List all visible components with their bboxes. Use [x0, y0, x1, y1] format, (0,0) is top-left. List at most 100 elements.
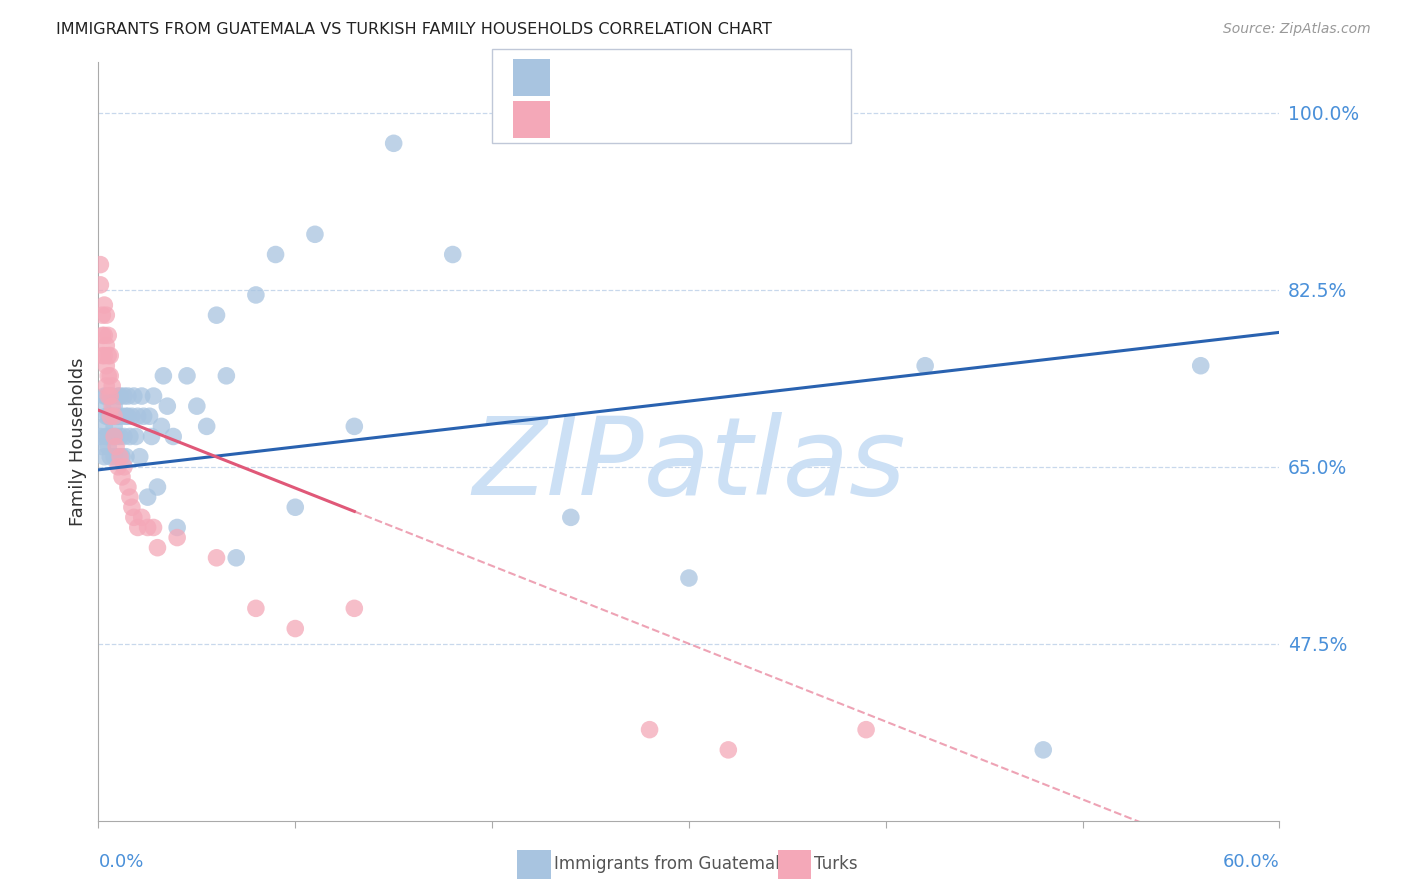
Point: [304, 227, 326, 242]
Point: [96, 389, 118, 403]
Point: [121, 500, 143, 515]
Point: [560, 510, 582, 524]
Point: [245, 601, 267, 615]
Point: [111, 409, 134, 424]
Text: 0.0%: 0.0%: [98, 853, 143, 871]
Text: R = -0.422   N = 46: R = -0.422 N = 46: [561, 111, 738, 128]
Point: [111, 470, 134, 484]
Point: [115, 409, 138, 424]
Point: [118, 490, 141, 504]
Point: [166, 531, 188, 545]
Point: [115, 450, 138, 464]
Text: R =  0.198   N = 72: R = 0.198 N = 72: [561, 69, 737, 87]
Point: [103, 399, 125, 413]
Point: [101, 399, 124, 413]
Point: [150, 419, 173, 434]
Point: [96, 338, 118, 352]
Point: [101, 389, 124, 403]
Point: [107, 389, 129, 403]
Point: [101, 429, 124, 443]
Point: [97, 409, 120, 424]
Point: [166, 520, 188, 534]
Y-axis label: Family Households: Family Households: [69, 358, 87, 525]
Point: [122, 510, 145, 524]
Text: Source: ZipAtlas.com: Source: ZipAtlas.com: [1223, 22, 1371, 37]
Point: [98, 409, 121, 424]
Point: [717, 743, 740, 757]
Point: [678, 571, 700, 585]
Point: [142, 520, 165, 534]
Point: [91, 328, 114, 343]
Text: 60.0%: 60.0%: [1223, 853, 1279, 871]
Point: [855, 723, 877, 737]
Point: [105, 440, 128, 454]
Point: [101, 409, 124, 424]
Point: [122, 389, 145, 403]
Point: [225, 550, 247, 565]
Point: [89, 429, 111, 443]
Point: [142, 389, 165, 403]
Point: [152, 368, 174, 383]
Point: [914, 359, 936, 373]
Point: [186, 399, 208, 413]
Point: [103, 429, 125, 443]
Point: [205, 308, 228, 322]
Point: [107, 459, 129, 474]
Point: [264, 247, 287, 261]
Point: [105, 429, 128, 443]
Point: [131, 389, 153, 403]
Point: [101, 379, 124, 393]
Point: [195, 419, 218, 434]
Point: [125, 429, 148, 443]
Text: ZIPatlas: ZIPatlas: [472, 412, 905, 516]
Point: [117, 480, 139, 494]
Point: [215, 368, 238, 383]
Point: [91, 308, 114, 322]
Point: [111, 450, 134, 464]
Point: [89, 258, 111, 272]
Point: [132, 409, 155, 424]
Point: [156, 399, 179, 413]
Point: [136, 520, 159, 534]
Point: [91, 440, 114, 454]
Point: [107, 409, 129, 424]
Point: [97, 368, 120, 383]
Point: [117, 409, 139, 424]
Point: [96, 409, 118, 424]
Point: [343, 601, 366, 615]
Point: [108, 389, 131, 403]
Point: [105, 409, 128, 424]
Point: [98, 349, 121, 363]
Point: [343, 419, 366, 434]
Point: [131, 510, 153, 524]
Point: [382, 136, 405, 151]
Point: [91, 399, 114, 413]
Point: [93, 349, 115, 363]
Point: [98, 389, 121, 403]
Point: [96, 359, 118, 373]
Point: [108, 450, 131, 464]
Point: [108, 429, 131, 443]
Point: [638, 723, 661, 737]
Point: [127, 409, 149, 424]
Point: [138, 409, 160, 424]
Point: [97, 440, 120, 454]
Point: [107, 450, 129, 464]
Point: [103, 450, 125, 464]
Point: [103, 419, 125, 434]
Point: [97, 349, 120, 363]
Point: [1032, 743, 1054, 757]
Point: [93, 450, 115, 464]
Point: [121, 409, 143, 424]
Text: Immigrants from Guatemala: Immigrants from Guatemala: [554, 855, 790, 873]
Point: [93, 419, 115, 434]
Point: [98, 368, 121, 383]
Point: [96, 308, 118, 322]
Point: [103, 409, 125, 424]
Point: [112, 459, 135, 474]
Point: [97, 429, 120, 443]
Point: [284, 622, 307, 636]
Point: [146, 541, 169, 555]
Point: [136, 490, 159, 504]
Point: [245, 288, 267, 302]
